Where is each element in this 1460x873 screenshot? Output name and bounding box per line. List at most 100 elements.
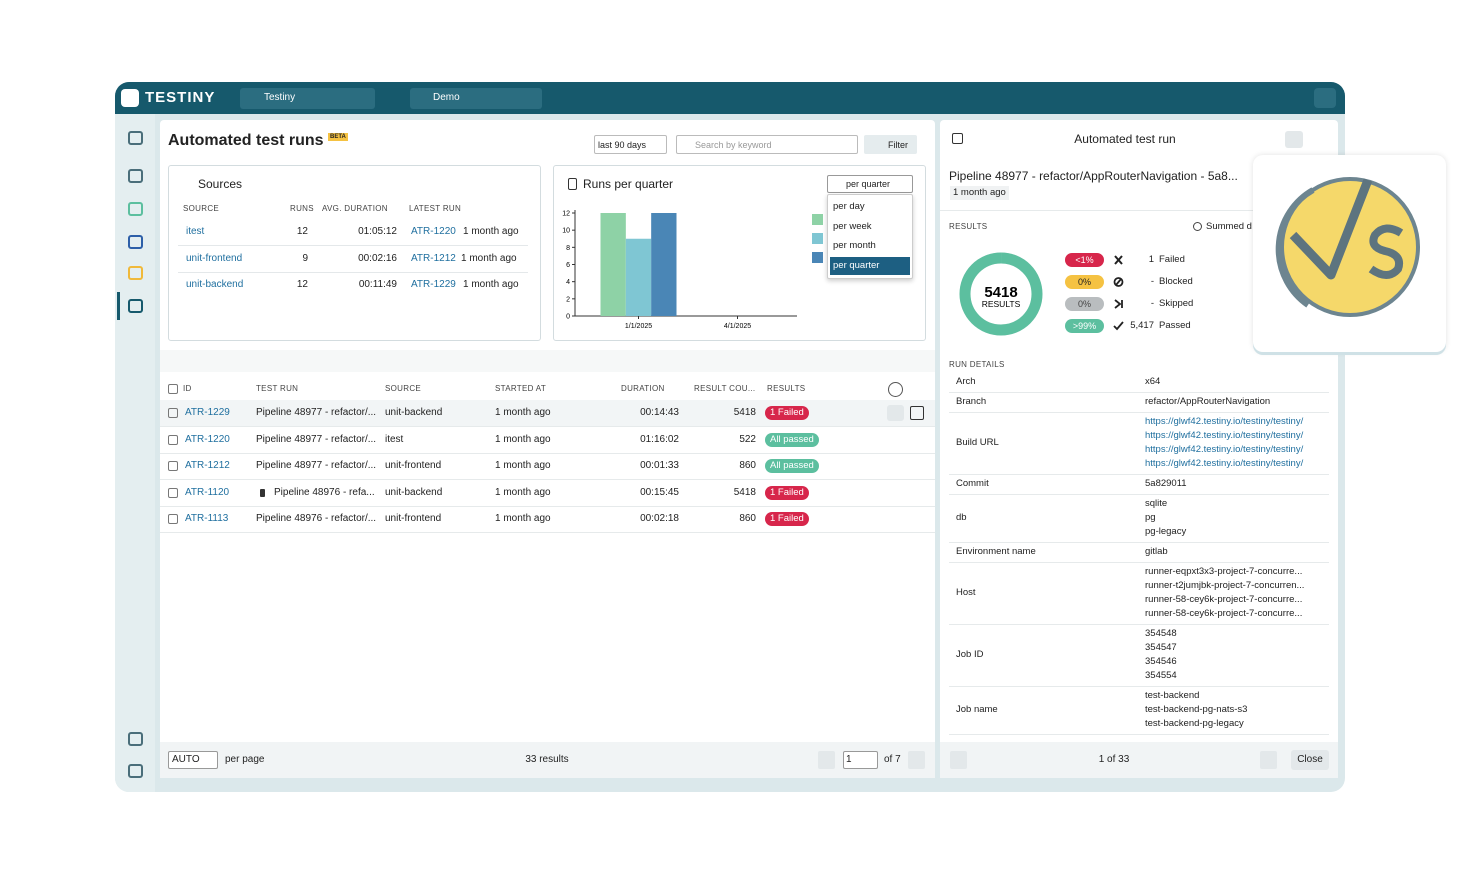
- detail-divider: [949, 412, 1329, 413]
- per-page-select[interactable]: [168, 751, 218, 769]
- row-checkbox[interactable]: [168, 434, 178, 445]
- run-name[interactable]: Pipeline 48977 - refactor/...: [256, 407, 377, 418]
- row-divider: [160, 532, 935, 533]
- row-checkbox[interactable]: [168, 514, 178, 524]
- run-result: 1 Failed: [765, 485, 809, 500]
- dropdown-option[interactable]: per quarter: [833, 260, 880, 272]
- run-id[interactable]: ATR-1220: [185, 433, 230, 445]
- nav-icon[interactable]: [128, 764, 143, 778]
- detail-divider: [949, 686, 1329, 687]
- y-tick-label: 12: [562, 211, 570, 218]
- nav-icon[interactable]: [128, 169, 143, 183]
- detail-divider: [949, 542, 1329, 543]
- run-id[interactable]: ATR-1113: [185, 513, 229, 524]
- detail-title: Automated test run: [1074, 132, 1176, 146]
- row-menu[interactable]: [887, 405, 904, 421]
- settings-button[interactable]: [888, 382, 903, 397]
- run-name[interactable]: Pipeline 48976 - refactor/...: [256, 513, 377, 524]
- filter-button[interactable]: [864, 135, 917, 154]
- row-checkbox[interactable]: [168, 408, 178, 418]
- detail-value: runner-58-cey6k-project-7-concurre...: [1145, 608, 1303, 619]
- column-header: RUNS: [290, 204, 314, 213]
- avg-duration: 00:02:16: [358, 252, 397, 264]
- latest-run-time: 1 month ago: [463, 279, 519, 290]
- run-id[interactable]: ATR-1229: [185, 407, 230, 418]
- column-header: ID: [183, 384, 192, 393]
- latest-run-time: 1 month ago: [461, 252, 517, 264]
- dropdown-option[interactable]: per week: [833, 220, 872, 232]
- legend-swatch: [812, 214, 823, 225]
- search-box[interactable]: [676, 135, 858, 154]
- source-link[interactable]: unit-frontend: [186, 252, 243, 264]
- next-page[interactable]: [908, 751, 925, 769]
- close-x[interactable]: [1316, 134, 1325, 144]
- dropdown-option[interactable]: per month: [833, 240, 876, 252]
- detail-link[interactable]: https://glwf42.testiny.io/testiny/testin…: [1145, 458, 1304, 469]
- run-started: 1 month ago: [495, 407, 551, 418]
- latest-run-link[interactable]: ATR-1220: [411, 226, 456, 237]
- detail-link[interactable]: https://glwf42.testiny.io/testiny/testin…: [1145, 444, 1304, 455]
- run-result: 1 Failed: [765, 406, 809, 420]
- nav-icon[interactable]: [128, 299, 143, 313]
- workspace-select[interactable]: [410, 88, 542, 109]
- nav-icon[interactable]: [128, 131, 143, 145]
- user-button[interactable]: [1314, 88, 1336, 108]
- detail-label: Environment name: [956, 546, 1036, 557]
- row-divider: [160, 426, 935, 427]
- detail-next[interactable]: [1260, 751, 1277, 769]
- dropdown-option[interactable]: per day: [833, 201, 865, 212]
- close-label[interactable]: Close: [1297, 754, 1323, 765]
- row-open[interactable]: [910, 406, 924, 420]
- run-id[interactable]: ATR-1120: [185, 486, 230, 498]
- donut-slice: [959, 252, 1043, 336]
- expand-button[interactable]: [952, 133, 963, 144]
- search-placeholder: Search by keyword: [695, 140, 772, 150]
- nav-icon[interactable]: [128, 202, 143, 216]
- detail-value: test-backend-pg-legacy: [1145, 718, 1244, 729]
- bar: [651, 213, 677, 316]
- granularity-select[interactable]: [827, 175, 913, 193]
- row-checkbox[interactable]: [168, 487, 178, 498]
- filter: Filter: [888, 140, 908, 150]
- legend-swatch: [812, 252, 823, 263]
- row-divider: [160, 479, 935, 480]
- detail-menu[interactable]: [1285, 131, 1303, 148]
- donut-total: 5418: [984, 284, 1017, 301]
- project-select[interactable]: [240, 88, 375, 109]
- bar: [600, 213, 626, 316]
- detail-prev[interactable]: [950, 751, 967, 769]
- result-percent: 0%: [1065, 275, 1104, 289]
- row-checkbox[interactable]: [168, 461, 178, 471]
- close-button[interactable]: [1291, 750, 1329, 770]
- detail-link[interactable]: https://glwf42.testiny.io/testiny/testin…: [1145, 430, 1304, 441]
- run-id[interactable]: ATR-1212: [185, 460, 230, 471]
- latest-run-link[interactable]: ATR-1212: [411, 252, 456, 264]
- run-name[interactable]: Pipeline 48977 - refactor/...: [256, 433, 377, 445]
- prev-page[interactable]: [818, 751, 835, 769]
- run-count: 5418: [733, 407, 756, 418]
- detail-link[interactable]: https://glwf42.testiny.io/testiny/testin…: [1145, 416, 1304, 427]
- column-header: LATEST RUN: [409, 204, 462, 213]
- run-name[interactable]: Pipeline 48976 - refa...: [274, 486, 375, 498]
- source-link[interactable]: unit-backend: [186, 279, 244, 290]
- latest-run-link[interactable]: ATR-1229: [411, 279, 456, 290]
- page-select[interactable]: [843, 751, 878, 769]
- y-tick-label: 0: [566, 314, 570, 321]
- run-name[interactable]: Pipeline 48977 - refactor/...: [256, 460, 377, 471]
- result-count: -: [1150, 298, 1154, 309]
- detail-value: refactor/AppRouterNavigation: [1145, 396, 1271, 407]
- nav-icon[interactable]: [128, 235, 143, 249]
- range-select[interactable]: [594, 135, 667, 154]
- header-checkbox[interactable]: [168, 384, 178, 394]
- source-link[interactable]: itest: [186, 226, 205, 237]
- x-tick-label: 1/1/2025: [625, 323, 652, 330]
- detail-subtitle: 1 month ago: [950, 186, 1009, 200]
- run-result: All passed: [765, 459, 819, 473]
- nav-icon[interactable]: [128, 266, 143, 280]
- detail-divider: [949, 734, 1329, 735]
- nav-icon[interactable]: [128, 732, 143, 746]
- main-footer: [160, 742, 935, 778]
- detail-divider: [949, 392, 1329, 393]
- run-source: unit-backend: [385, 486, 443, 498]
